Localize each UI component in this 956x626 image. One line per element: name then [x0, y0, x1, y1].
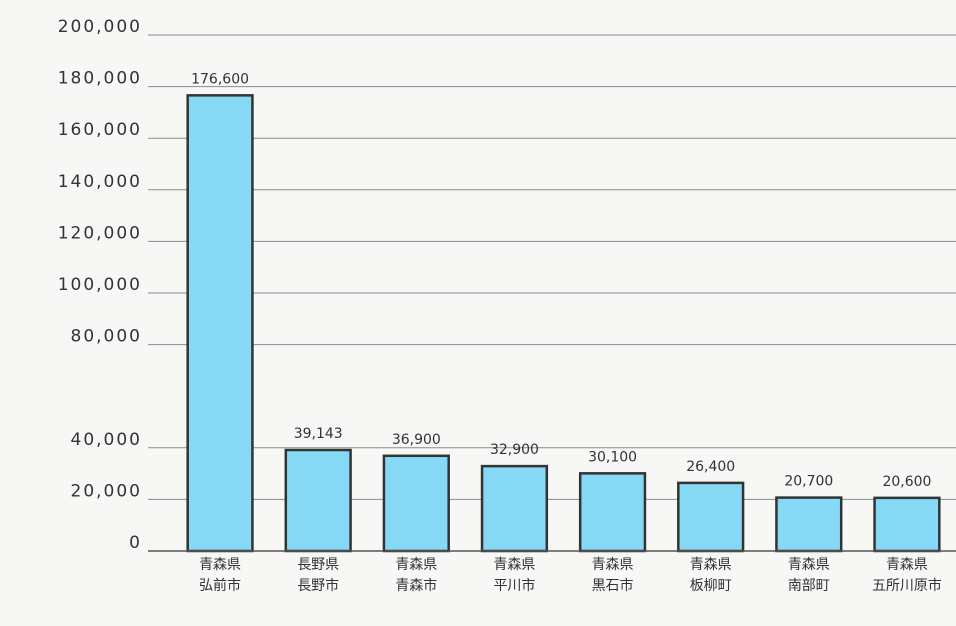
- value-label: 30,100: [588, 449, 637, 465]
- value-label: 26,400: [686, 459, 735, 475]
- x-tick-label: 青森県 弘前市: [199, 557, 242, 594]
- y-tick-label: 180,000: [58, 69, 142, 89]
- x-tick-label: 青森県 平川市: [493, 557, 536, 594]
- y-tick-label: 120,000: [58, 223, 142, 243]
- bar: [382, 454, 450, 553]
- bar: [480, 464, 549, 553]
- x-tick-label: 青森県 青森市: [395, 557, 438, 594]
- y-tick-label: 100,000: [58, 275, 142, 295]
- bar: [873, 496, 941, 553]
- y-tick-label: 200,000: [58, 17, 142, 37]
- y-tick-label: 40,000: [71, 430, 142, 450]
- value-label: 32,900: [490, 442, 539, 458]
- value-label: 176,600: [191, 71, 249, 87]
- bar: [775, 496, 843, 553]
- x-tick-label: 青森県 板柳町: [689, 557, 732, 594]
- y-tick-label: 140,000: [58, 172, 142, 192]
- x-tick-label: 青森県 黒石市: [591, 557, 634, 594]
- x-tick-label: 青森県 五所川原市: [871, 557, 942, 594]
- value-label: 36,900: [392, 432, 441, 448]
- y-tick-label: 80,000: [71, 327, 142, 347]
- bar: [186, 94, 254, 553]
- bar: [284, 448, 352, 553]
- bar: [578, 472, 647, 553]
- y-tick-label: 160,000: [58, 120, 142, 140]
- x-tick-label: 青森県 南部町: [787, 557, 830, 594]
- value-label: 20,600: [882, 474, 931, 490]
- y-tick-label: 20,000: [71, 481, 142, 501]
- value-label: 39,143: [294, 426, 343, 442]
- y-tick-label: 0: [129, 533, 142, 553]
- x-tick-label: 長野県 長野市: [297, 557, 340, 594]
- value-label: 20,700: [784, 474, 833, 490]
- bar: [677, 481, 745, 553]
